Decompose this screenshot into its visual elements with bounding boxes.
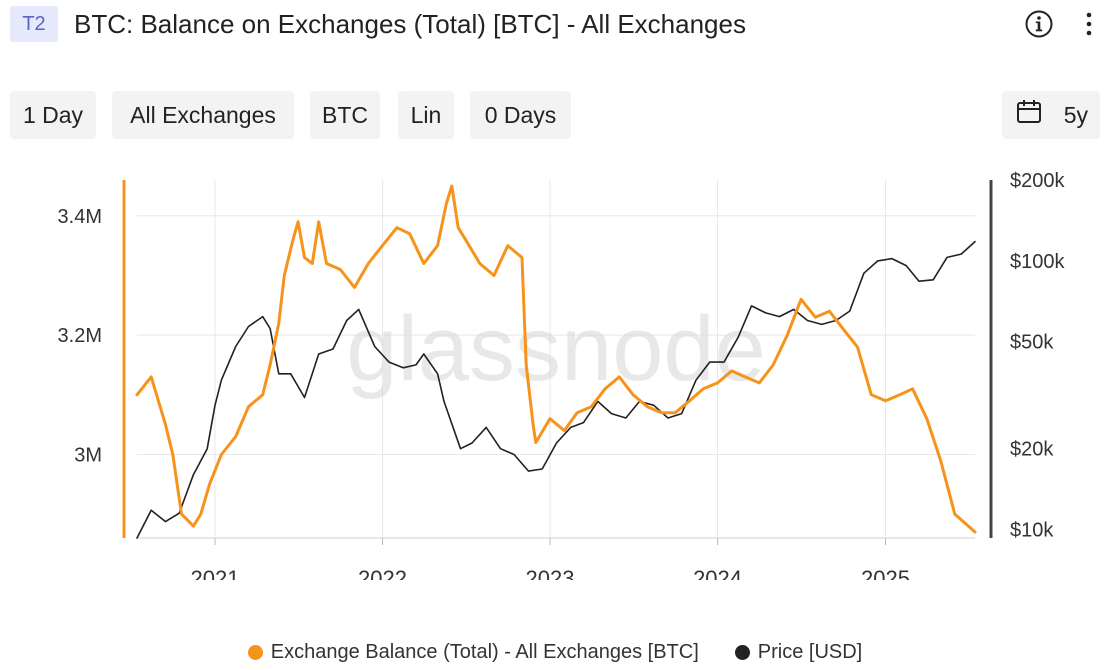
y-right-tick-label-3: $20k [1010, 439, 1054, 461]
date-range-label: 5y [1063, 101, 1088, 128]
legend-swatch-balance [247, 644, 263, 660]
more-options-icon[interactable] [1084, 10, 1094, 38]
series-line-price [136, 240, 976, 539]
asset-selector[interactable]: BTC [310, 91, 380, 139]
watermark: glassnode [346, 298, 765, 400]
calendar-icon [1016, 99, 1042, 131]
chart-header: T2 BTC: Balance on Exchanges (Total) [BT… [10, 6, 1100, 42]
x-tick-label-3: 2024 [693, 566, 742, 580]
grid [137, 180, 975, 538]
sma-selector[interactable]: 0 Days [470, 91, 571, 139]
info-icon[interactable] [1024, 9, 1054, 39]
resolution-selector[interactable]: 1 Day [10, 91, 96, 139]
x-tick-label-1: 2022 [358, 566, 407, 580]
y-left-tick-label-2: 3M [74, 444, 102, 466]
x-tick-label-4: 2025 [861, 566, 910, 580]
chart-title: BTC: Balance on Exchanges (Total) [BTC] … [74, 8, 746, 39]
scale-selector[interactable]: Lin [398, 91, 454, 139]
legend: Exchange Balance (Total) - All Exchanges… [0, 638, 1110, 666]
y-left-tick-label-0: 3.4M [58, 206, 102, 228]
chart-svg: glassnode 3.4M 3.2M 3M $200k $100k $50k $20k $1… [58, 170, 1066, 591]
y-right-tick-label-4: $10k [1010, 520, 1054, 542]
series-line-exchange-balance [135, 184, 977, 534]
chart-area: glassnode 3.4M 3.2M 3M $200k $100k $50k $20k $1… [0, 160, 1110, 591]
legend-label-balance: Exchange Balance (Total) - All Exchanges… [270, 640, 699, 663]
legend-swatch-price [734, 644, 750, 660]
legend-item-price[interactable]: Price [USD] [734, 640, 863, 664]
y-left-tick-label-1: 3.2M [58, 325, 102, 347]
x-tick-label-0: 2021 [191, 566, 240, 580]
legend-item-balance[interactable]: Exchange Balance (Total) - All Exchanges… [247, 640, 699, 664]
chart-toolbar: 1 Day All Exchanges BTC Lin 0 Days 5y [10, 91, 1100, 139]
y-right-tick-label-0: $200k [1010, 170, 1065, 192]
series [135, 184, 977, 539]
x-tick-label-2: 2023 [526, 566, 575, 580]
date-range-selector[interactable]: 5y [1002, 91, 1100, 139]
y-right-tick-label-2: $50k [1010, 332, 1054, 354]
exchange-selector[interactable]: All Exchanges [112, 91, 294, 139]
tier-badge: T2 [10, 6, 58, 42]
y-right-tick-label-1: $100k [1010, 251, 1065, 273]
legend-label-price: Price [USD] [757, 640, 863, 663]
